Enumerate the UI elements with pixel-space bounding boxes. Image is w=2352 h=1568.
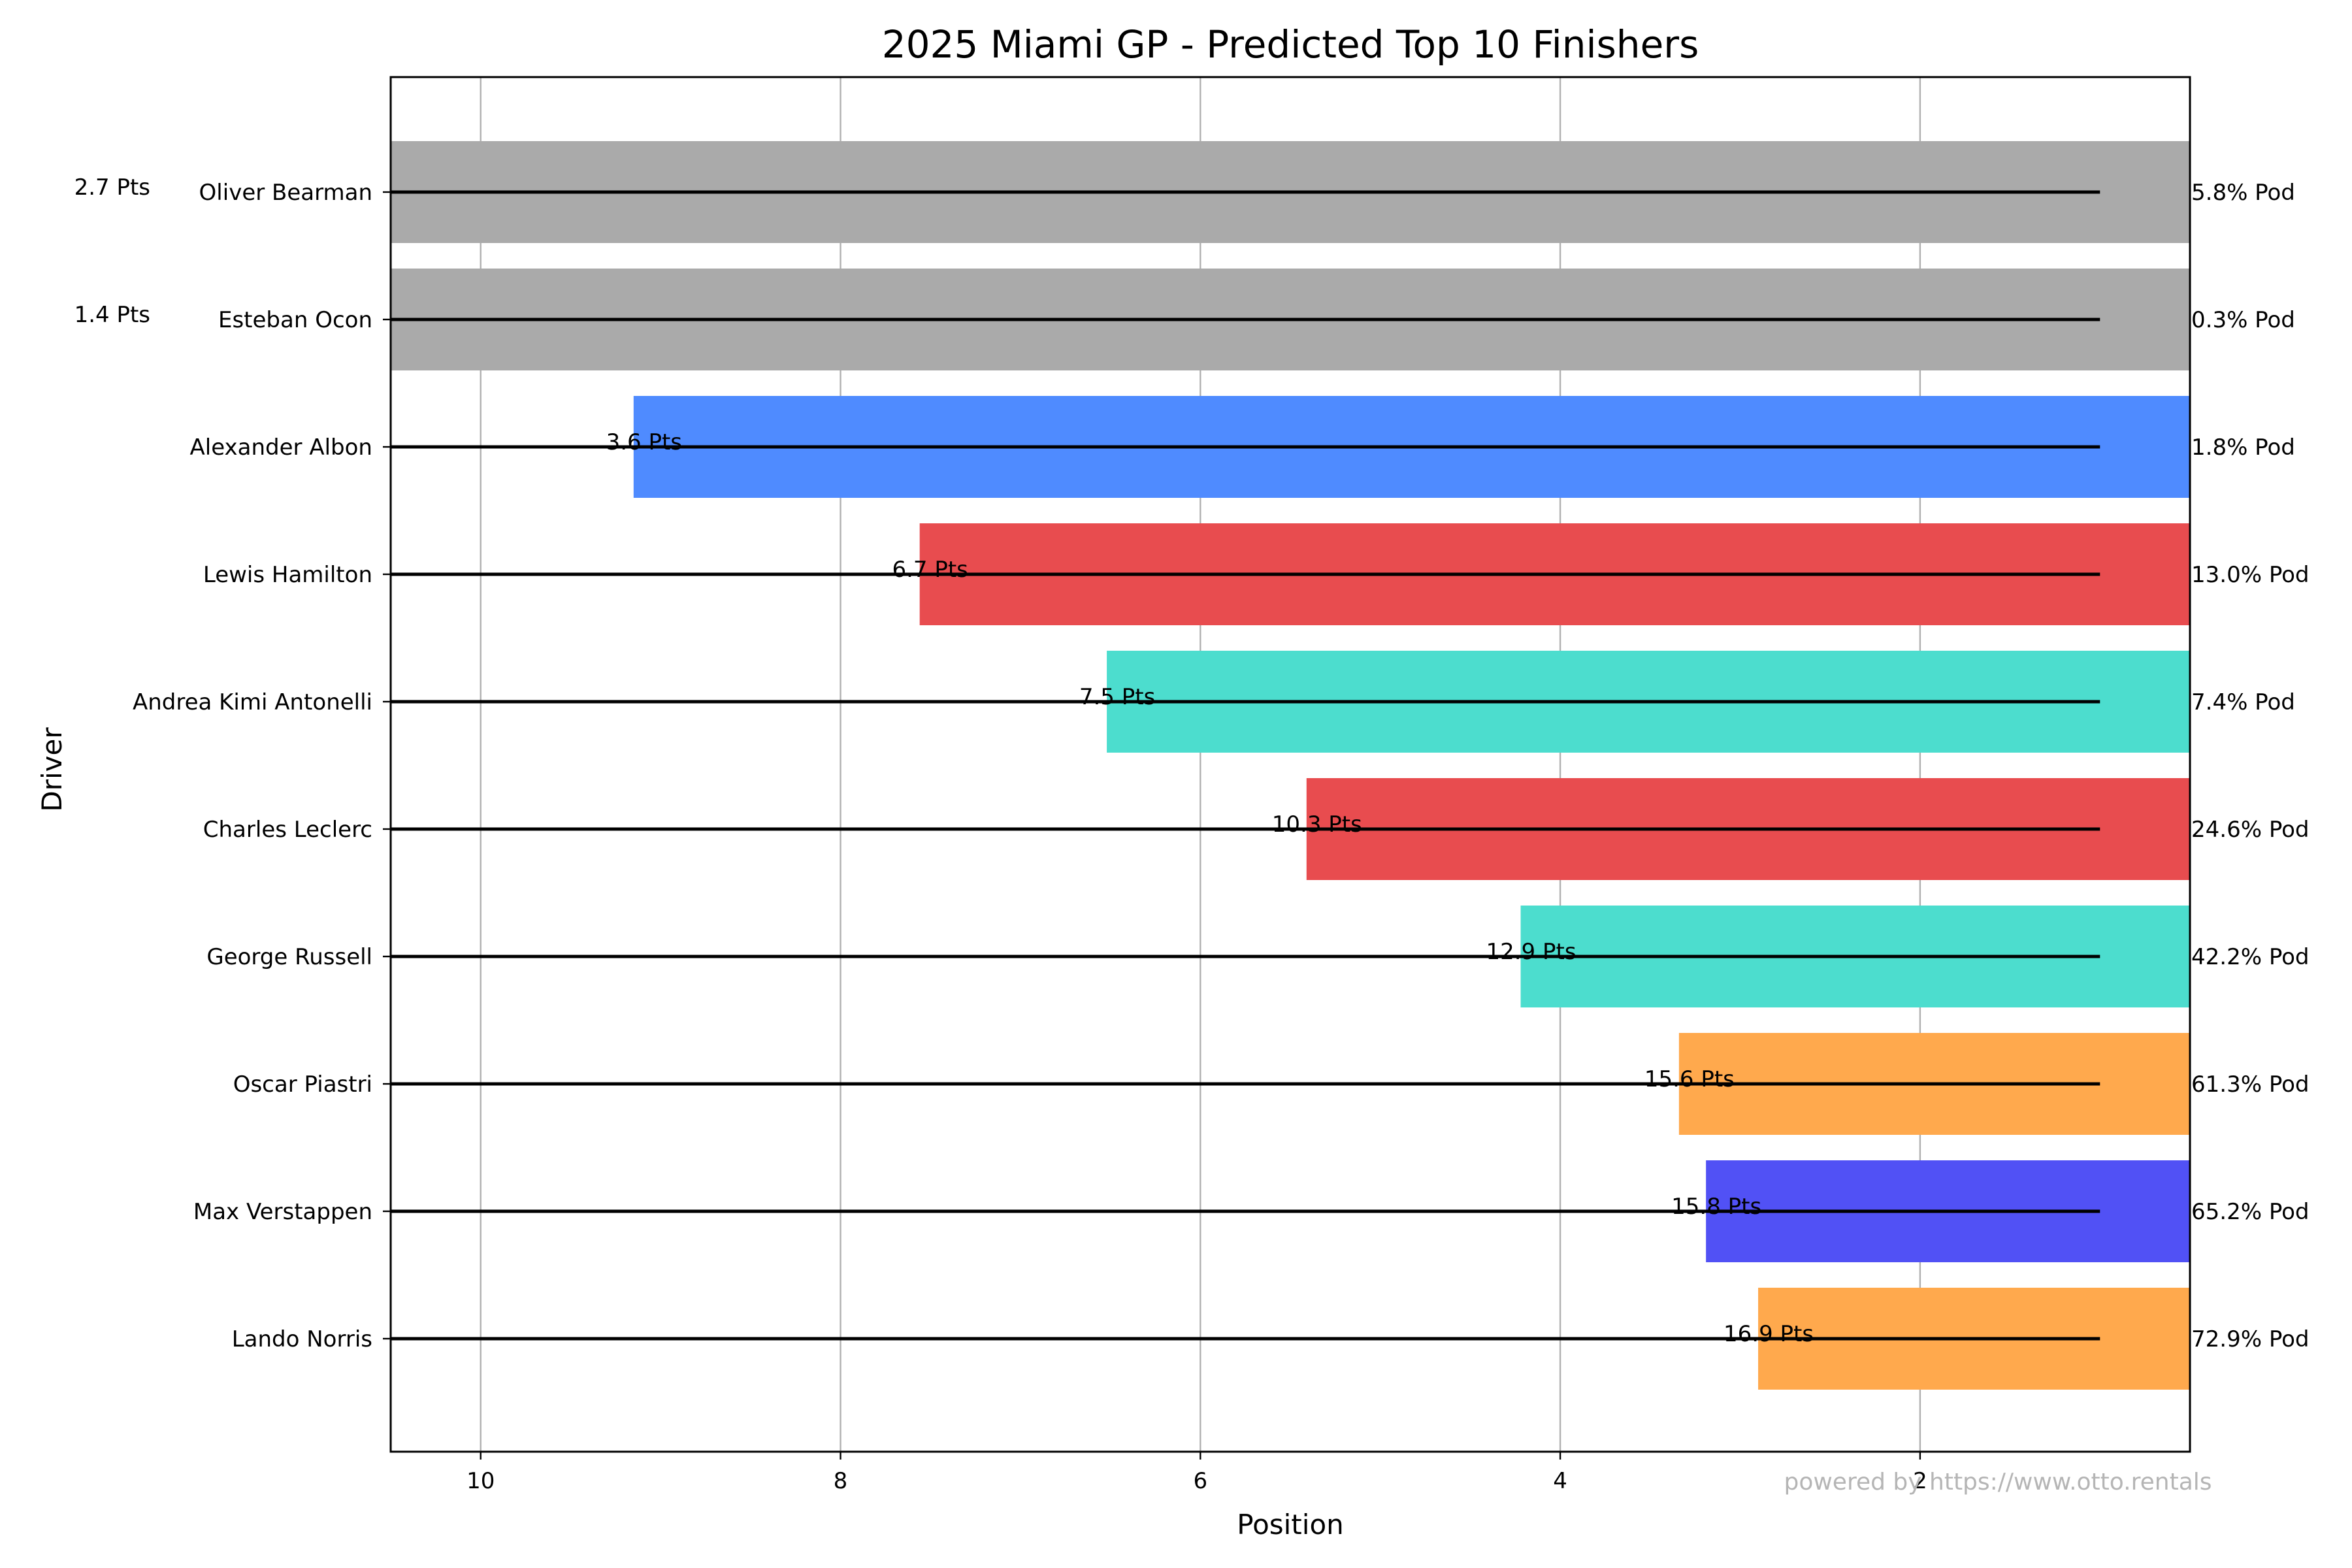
driver-label: George Russell xyxy=(206,944,372,970)
labels: Oliver Bearman 2.7 Pts 5.8% Pod Esteban Oco… xyxy=(74,174,2310,1352)
chart-title: 2025 Miami GP - Predicted Top 10 Finishe… xyxy=(882,22,1699,67)
podium-label: 72.9% Pod xyxy=(2191,1326,2310,1352)
driver-label: Alexander Albon xyxy=(190,434,372,461)
x-tick-label: 4 xyxy=(1553,1468,1567,1494)
podium-label: 7.4% Pod xyxy=(2191,689,2295,715)
podium-label: 5.8% Pod xyxy=(2191,180,2295,206)
podium-label: 24.6% Pod xyxy=(2191,817,2310,843)
x-tick-label: 10 xyxy=(466,1468,495,1494)
podium-label: 42.2% Pod xyxy=(2191,944,2310,970)
points-label: 7.5 Pts xyxy=(1079,684,1155,710)
podium-label: 65.2% Pod xyxy=(2191,1199,2310,1225)
driver-label: Lando Norris xyxy=(232,1326,372,1352)
points-label: 12.9 Pts xyxy=(1486,939,1576,965)
watermark: powered by https://www.otto.rentals xyxy=(1784,1469,2212,1495)
x-tick-label: 8 xyxy=(834,1468,848,1494)
points-label: 2.7 Pts xyxy=(74,174,150,201)
driver-label: Oliver Bearman xyxy=(199,180,372,206)
driver-label: Andrea Kimi Antonelli xyxy=(133,689,372,715)
points-label: 15.6 Pts xyxy=(1644,1066,1735,1092)
podium-label: 1.8% Pod xyxy=(2191,434,2295,461)
driver-label: Esteban Ocon xyxy=(218,307,372,333)
y-axis-title: Driver xyxy=(36,727,68,812)
driver-label: Charles Leclerc xyxy=(203,817,372,843)
x-tick-label: 2 xyxy=(1913,1468,1927,1494)
axis-ticks: 10 8 6 4 2 xyxy=(383,191,1927,1494)
driver-label: Lewis Hamilton xyxy=(203,562,372,588)
points-label: 15.8 Pts xyxy=(1671,1194,1761,1220)
x-axis-title: Position xyxy=(1237,1509,1344,1541)
podium-label: 61.3% Pod xyxy=(2191,1071,2310,1098)
podium-label: 0.3% Pod xyxy=(2191,307,2295,333)
marker-lines xyxy=(391,190,2100,1341)
x-tick-label: 6 xyxy=(1193,1468,1207,1494)
plot-frame xyxy=(389,76,2191,1453)
podium-label: 13.0% Pod xyxy=(2191,562,2310,588)
points-label: 3.6 Pts xyxy=(606,429,682,455)
driver-label: Oscar Piastri xyxy=(233,1071,372,1098)
driver-label: Max Verstappen xyxy=(193,1199,372,1225)
points-label: 16.9 Pts xyxy=(1723,1321,1814,1347)
points-label: 6.7 Pts xyxy=(892,557,968,583)
points-label: 1.4 Pts xyxy=(74,302,150,328)
points-label: 10.3 Pts xyxy=(1272,811,1362,838)
